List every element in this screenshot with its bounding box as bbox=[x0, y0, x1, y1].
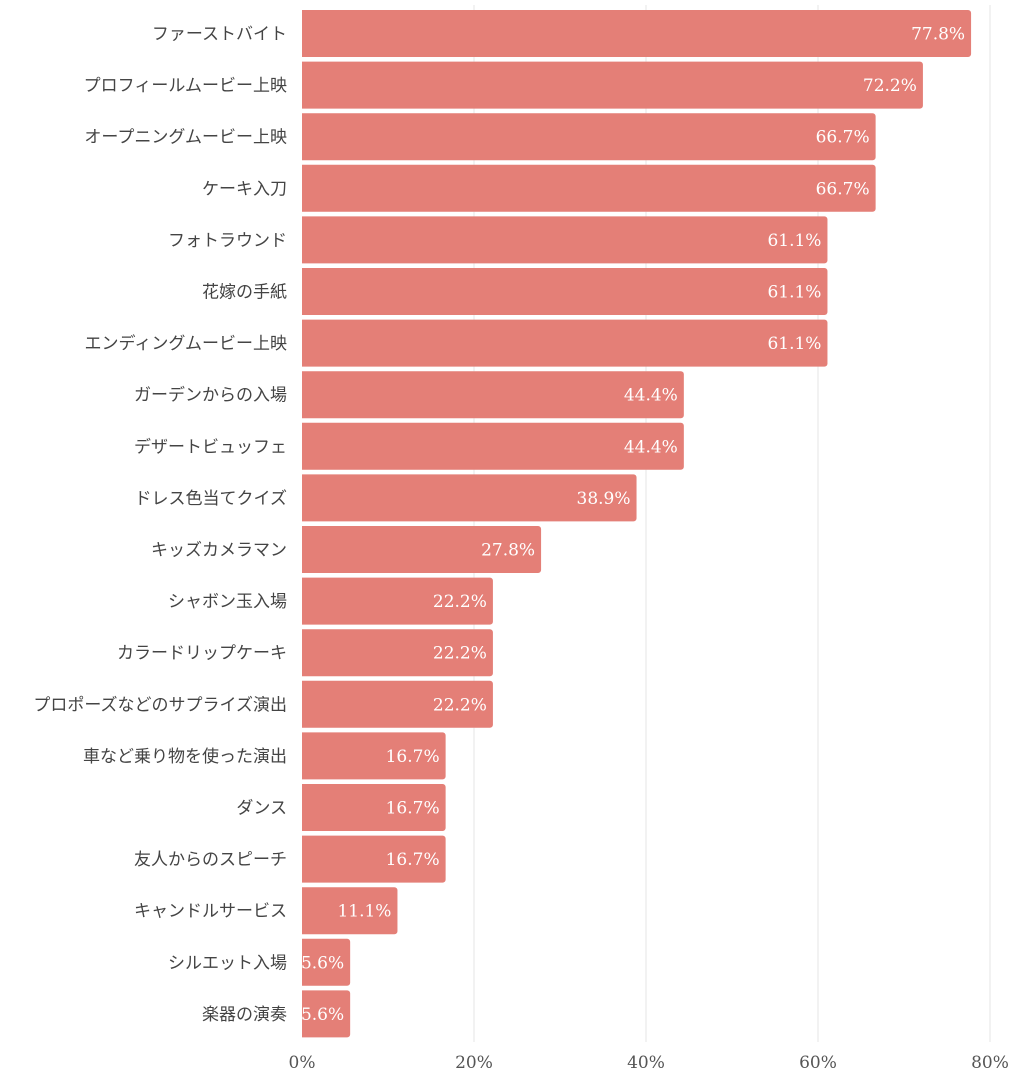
bar bbox=[302, 680, 493, 728]
x-tick-label: 80% bbox=[971, 1053, 1009, 1073]
bar bbox=[302, 784, 446, 831]
bar bbox=[302, 268, 828, 315]
bar-value-label: 22.2% bbox=[433, 592, 487, 612]
bar bbox=[302, 10, 972, 57]
category-label: デザートビュッフェ bbox=[134, 436, 287, 457]
category-label: シルエット入場 bbox=[168, 953, 287, 973]
bar-value-label: 66.7% bbox=[816, 128, 870, 148]
category-label: 友人からのスピーチ bbox=[134, 850, 287, 870]
bar bbox=[301, 371, 684, 419]
category-label: プロフィールムービー上映 bbox=[84, 76, 287, 96]
bar-value-label: 61.1% bbox=[767, 334, 821, 354]
category-label: プロポーズなどのサプライズ演出 bbox=[33, 695, 287, 715]
x-tick-label: 0% bbox=[289, 1053, 316, 1073]
x-tick-label: 40% bbox=[627, 1053, 665, 1073]
category-label: ドレス色当てクイズ bbox=[135, 489, 288, 509]
bar-value-label: 5.6% bbox=[301, 1005, 344, 1025]
bar bbox=[302, 164, 876, 212]
bar bbox=[302, 629, 493, 677]
bar-value-label: 22.2% bbox=[433, 695, 487, 715]
bar bbox=[302, 526, 542, 573]
bar-value-label: 66.7% bbox=[816, 179, 870, 199]
bar-value-label: 16.7% bbox=[386, 850, 440, 870]
category-label: 車など乗り物を使った演出 bbox=[83, 746, 287, 767]
bar-value-label: 16.7% bbox=[386, 747, 440, 767]
category-label: エンディングムービー上映 bbox=[85, 333, 287, 354]
x-tick-label: 20% bbox=[455, 1053, 493, 1073]
category-label: シャボン玉入場 bbox=[168, 592, 287, 612]
bar bbox=[302, 990, 351, 1038]
category-label: ガーデンからの入場 bbox=[134, 385, 287, 406]
bar bbox=[302, 577, 493, 625]
category-label: キャンドルサービス bbox=[134, 902, 287, 922]
bar bbox=[302, 216, 828, 264]
bar bbox=[302, 474, 637, 522]
bar bbox=[302, 835, 446, 883]
bar-value-label: 44.4% bbox=[624, 437, 678, 457]
category-label: キッズカメラマン bbox=[151, 541, 287, 561]
x-tick-label: 60% bbox=[799, 1053, 837, 1073]
bar bbox=[302, 938, 351, 986]
bar-value-label: 61.1% bbox=[767, 283, 821, 303]
category-label: カラードリップケーキ bbox=[117, 644, 287, 664]
bar bbox=[301, 422, 684, 470]
bar-value-label: 44.4% bbox=[624, 386, 678, 406]
category-label: 花嫁の手紙 bbox=[202, 283, 287, 303]
bar-value-label: 5.6% bbox=[301, 953, 344, 973]
category-label: オープニングムービー上映 bbox=[84, 128, 287, 148]
category-label: ケーキ入刀 bbox=[202, 179, 287, 199]
bar bbox=[302, 887, 398, 935]
bar-value-label: 61.1% bbox=[767, 231, 821, 251]
category-label: ファーストバイト bbox=[152, 25, 287, 45]
bar-value-label: 11.1% bbox=[337, 902, 391, 922]
bar-value-label: 77.8% bbox=[911, 25, 965, 45]
category-label: ダンス bbox=[236, 799, 287, 819]
bar-value-label: 38.9% bbox=[577, 489, 631, 509]
bar bbox=[302, 732, 446, 780]
bar bbox=[302, 319, 828, 367]
bar-value-label: 27.8% bbox=[481, 541, 535, 561]
bar-value-label: 22.2% bbox=[433, 644, 487, 664]
bar-value-label: 16.7% bbox=[386, 799, 440, 819]
category-label: 楽器の演奏 bbox=[202, 1005, 287, 1025]
bar bbox=[302, 61, 923, 109]
category-label: フォトラウンド bbox=[168, 231, 287, 251]
bar-value-label: 72.2% bbox=[863, 76, 917, 96]
bar bbox=[302, 113, 876, 161]
